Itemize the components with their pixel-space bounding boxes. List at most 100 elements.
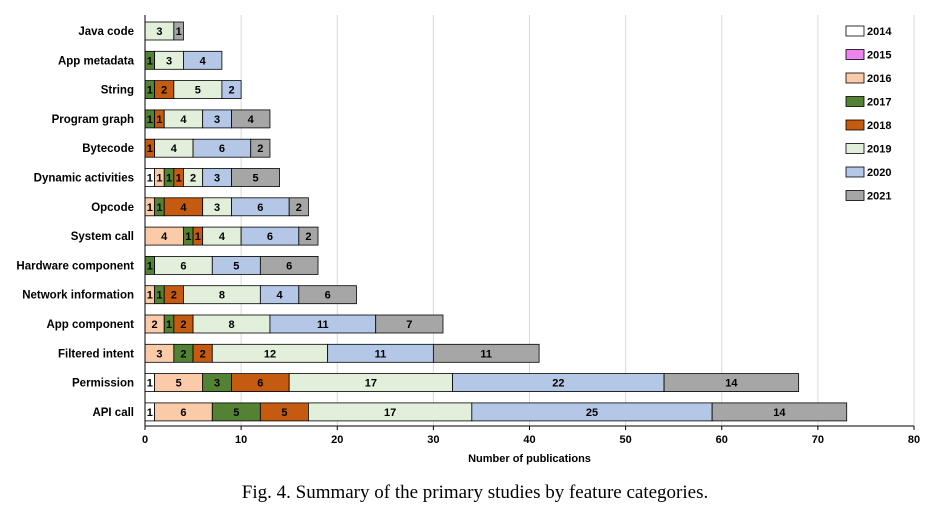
legend-swatch bbox=[845, 166, 865, 178]
legend: 2014 2015 2016 2017 2018 2019 2020 2021 bbox=[845, 25, 892, 203]
category-label: Network information bbox=[22, 290, 134, 302]
bar-segment-label: 2 bbox=[305, 231, 311, 243]
category-label: API call bbox=[92, 407, 134, 419]
bar-segment bbox=[259, 255, 319, 275]
bar-segment bbox=[298, 226, 319, 246]
bar-segment-label: 2 bbox=[171, 290, 177, 302]
bar-segment bbox=[250, 138, 271, 158]
bar-segment-label: 3 bbox=[214, 114, 220, 126]
bar-segment-label: 2 bbox=[190, 173, 196, 185]
bar-segment-label: 2 bbox=[180, 348, 186, 360]
bar-segment-label: 6 bbox=[180, 260, 186, 272]
bar-segment-label: 5 bbox=[233, 407, 239, 419]
category-label: System call bbox=[71, 231, 134, 243]
bar-segment-label: 2 bbox=[161, 85, 167, 97]
bar-segment-label: 3 bbox=[214, 202, 220, 214]
bar-segment-label: 22 bbox=[552, 378, 564, 390]
bar-segment-label: 7 bbox=[406, 319, 412, 331]
x-tick-label: 50 bbox=[620, 434, 632, 446]
category-label: Program graph bbox=[52, 114, 134, 126]
bar-segment-label: 4 bbox=[180, 114, 187, 126]
bar-segment-label: 4 bbox=[161, 231, 168, 243]
legend-swatch bbox=[845, 119, 865, 131]
x-tick-label: 10 bbox=[235, 434, 247, 446]
bar-segment-label: 3 bbox=[166, 55, 172, 67]
bar-segment bbox=[375, 314, 444, 334]
bar-segment-label: 3 bbox=[156, 26, 162, 38]
bar-segment-label: 1 bbox=[156, 202, 162, 214]
category-label: String bbox=[101, 85, 134, 97]
bar-segment-label: 1 bbox=[147, 202, 153, 214]
bar-segment bbox=[432, 343, 540, 363]
bar-segment bbox=[231, 109, 271, 129]
bar-segment-label: 3 bbox=[156, 348, 162, 360]
category-label: App component bbox=[46, 319, 134, 331]
bar-segment bbox=[663, 373, 800, 393]
bar-segment-label: 4 bbox=[277, 290, 284, 302]
bar-segment-label: 1 bbox=[147, 114, 153, 126]
bar-segment-label: 3 bbox=[214, 378, 220, 390]
bar-segment-label: 11 bbox=[317, 319, 329, 331]
bar-segment bbox=[173, 21, 184, 41]
legend-swatch bbox=[845, 72, 865, 84]
bar-segment-label: 6 bbox=[267, 231, 273, 243]
x-axis-title: Number of publications bbox=[468, 453, 591, 465]
legend-label: 2015 bbox=[867, 50, 891, 62]
bar-segment-label: 6 bbox=[219, 143, 225, 155]
bar-segment-label: 2 bbox=[257, 143, 263, 155]
legend-swatch bbox=[845, 25, 865, 37]
bar-segment-label: 5 bbox=[252, 173, 258, 185]
bar-segment bbox=[298, 285, 357, 305]
bar-segment-label: 8 bbox=[219, 290, 225, 302]
bar-segment-label: 6 bbox=[286, 260, 292, 272]
bar-segment-label: 6 bbox=[257, 378, 263, 390]
bar-segment-label: 25 bbox=[586, 407, 598, 419]
x-tick-label: 40 bbox=[523, 434, 535, 446]
category-label: Hardware component bbox=[16, 260, 134, 272]
stacked-bar-chart: 3 11 3 41 2 5 21 1 4 3 41 4 6 21 1 1 1 2 3 51 1 4 3 6 24 1 1 4 6 21 6 5… bbox=[16, 15, 920, 465]
category-label: Bytecode bbox=[82, 143, 134, 155]
bar-segment-label: 1 bbox=[147, 85, 153, 97]
category-label: Opcode bbox=[91, 202, 134, 214]
figure-caption: Fig. 4. Summary of the primary studies b… bbox=[241, 482, 709, 503]
bar-segment-label: 6 bbox=[257, 202, 263, 214]
bar-segment-label: 1 bbox=[156, 290, 162, 302]
category-label: App metadata bbox=[58, 55, 135, 67]
category-label: Filtered intent bbox=[58, 348, 134, 360]
bar-segment-label: 4 bbox=[180, 202, 187, 214]
bar-segment-label: 2 bbox=[152, 319, 158, 331]
legend-swatch bbox=[845, 96, 865, 107]
legend-label: 2016 bbox=[867, 73, 891, 85]
bars: 3 11 3 41 2 5 21 1 4 3 41 4 6 21 1 1 1 2 3 51 1 4 3 6 24 1 1 4 6 21 6 5… bbox=[144, 21, 848, 422]
legend-label: 2014 bbox=[867, 26, 892, 38]
category-label: Permission bbox=[72, 378, 134, 390]
bar-segment-label: 1 bbox=[147, 143, 153, 155]
bar-segment bbox=[288, 197, 309, 217]
x-tick-label: 20 bbox=[331, 434, 343, 446]
bar-segment-label: 17 bbox=[365, 378, 377, 390]
bar-segment-label: 14 bbox=[725, 378, 738, 390]
category-labels: Java code App metadata String Program graph… bbox=[16, 26, 134, 419]
legend-label: 2020 bbox=[867, 167, 891, 179]
bar-segment-label: 1 bbox=[147, 55, 153, 67]
x-tick-label: 80 bbox=[908, 434, 920, 446]
bar-segment-label: 6 bbox=[180, 407, 186, 419]
legend-label: 2021 bbox=[867, 191, 891, 203]
legend-label: 2017 bbox=[867, 97, 891, 109]
bar-segment-label: 1 bbox=[147, 407, 153, 419]
bar-segment-label: 5 bbox=[233, 260, 239, 272]
bar-segment-label: 2 bbox=[296, 202, 302, 214]
legend-swatch bbox=[845, 49, 865, 60]
bar-segment bbox=[183, 50, 223, 70]
x-tick-labels: 0 10 20 30 40 50 60 70 80 bbox=[142, 426, 920, 446]
bar-segment-label: 1 bbox=[176, 26, 182, 38]
bar-segment-label: 1 bbox=[147, 378, 153, 390]
bar-segment-label: 1 bbox=[166, 173, 172, 185]
bar-segment-label: 17 bbox=[384, 407, 396, 419]
bar-segment-label: 1 bbox=[185, 231, 191, 243]
x-tick-label: 30 bbox=[427, 434, 439, 446]
bar-segment-label: 14 bbox=[773, 407, 786, 419]
bar-segment-label: 6 bbox=[325, 290, 331, 302]
x-tick-label: 70 bbox=[812, 434, 824, 446]
bar-segment-label: 3 bbox=[214, 173, 220, 185]
